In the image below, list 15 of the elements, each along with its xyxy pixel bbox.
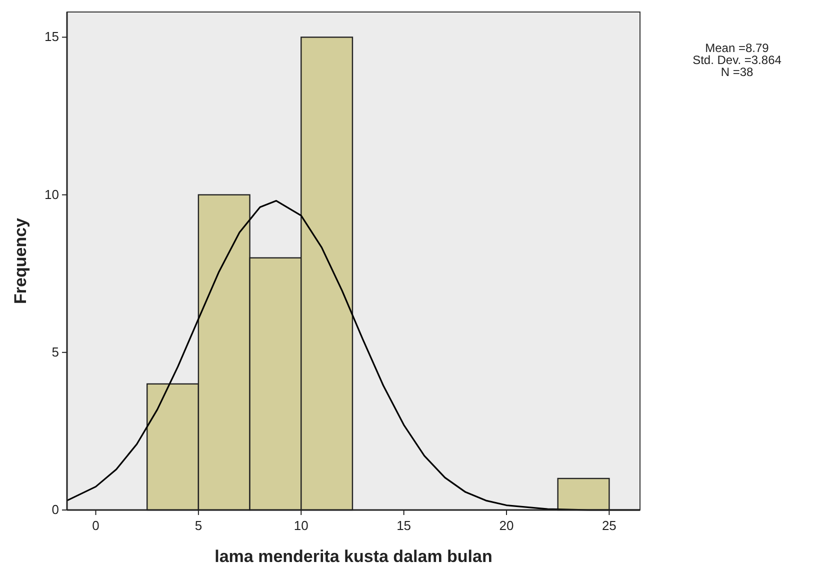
y-axis-title: Frequency — [11, 217, 30, 304]
y-tick-label: 10 — [44, 186, 59, 202]
x-tick-label: 10 — [294, 518, 308, 533]
y-tick-label: 0 — [52, 502, 59, 517]
text: N =38 — [720, 65, 754, 79]
y-tick-label: 15 — [44, 29, 59, 44]
x-tick-label: 25 — [602, 518, 616, 533]
x-tick-label: 20 — [499, 518, 514, 533]
x-tick-label: 0 — [92, 518, 100, 533]
y-tick-label: 5 — [52, 344, 59, 360]
x-tick-label: 15 — [396, 518, 412, 533]
text: Std. Dev. =3.864 — [692, 53, 782, 67]
x-tick-label: 5 — [194, 518, 202, 533]
x-axis-title: lama menderita kusta dalam bulan — [214, 547, 492, 566]
text: Mean =8.79 — [705, 41, 770, 55]
